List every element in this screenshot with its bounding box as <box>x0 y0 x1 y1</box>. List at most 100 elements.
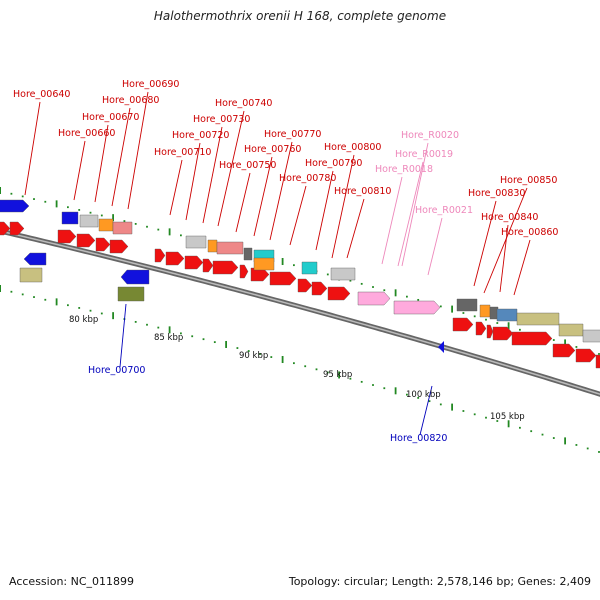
lower-track-minor-tick <box>304 365 307 368</box>
forward-gene-arrow <box>327 286 351 301</box>
gene-label: Hore_00820 <box>390 433 447 444</box>
upper-track-minor-tick <box>485 318 487 321</box>
gene-label: Hore_00700 <box>88 365 145 376</box>
leader-line <box>331 154 355 259</box>
lower-track-major-tick <box>0 285 1 292</box>
leader-line <box>127 91 149 210</box>
lower-track-minor-tick <box>598 451 600 453</box>
forward-gene-arrow <box>492 326 514 341</box>
lower-track-minor-tick <box>530 430 533 433</box>
gene-label: Hore_00680 <box>102 95 159 106</box>
forward-gene-arrow <box>212 260 239 275</box>
upper-track-major-tick <box>112 214 114 222</box>
leader-line <box>119 303 127 368</box>
forward-gene-arrow <box>109 239 129 254</box>
gene-label: Hore_00790 <box>305 158 362 169</box>
upper-track-major-tick <box>394 289 397 297</box>
upper-track-minor-tick <box>417 298 420 301</box>
upper-track-minor-tick <box>496 322 499 324</box>
feature-block <box>61 211 79 225</box>
scale-label: 85 kbp <box>154 333 183 343</box>
feature-block <box>301 261 318 275</box>
upper-track-minor-tick <box>67 206 69 209</box>
forward-gene-arrow <box>575 348 597 363</box>
scale-label: 105 kbp <box>490 412 525 422</box>
forward-gene-arrow <box>297 278 313 293</box>
gene-label: Hore_00740 <box>215 98 272 109</box>
upper-track-minor-tick <box>134 222 137 225</box>
gene-label: Hore_00760 <box>244 144 301 155</box>
lower-track-minor-tick <box>372 384 374 386</box>
lower-track-minor-tick <box>428 400 431 403</box>
lower-track-minor-tick <box>575 444 578 446</box>
forward-gene-arrow <box>57 229 77 244</box>
upper-track-minor-tick <box>89 211 92 214</box>
lower-track-major-tick <box>55 298 58 306</box>
forward-gene-arrow <box>511 331 553 346</box>
lower-track-minor-tick <box>541 433 544 436</box>
leader-line <box>24 101 41 196</box>
lower-track-minor-tick <box>21 293 24 296</box>
map-title: Halothermothrix orenii H 168, complete g… <box>153 9 447 23</box>
leader-line <box>381 176 403 265</box>
gene-label: Hore_R0020 <box>401 130 459 141</box>
forward-gene-arrow <box>595 354 600 369</box>
lower-track-minor-tick <box>383 387 386 390</box>
leader-line <box>73 140 86 201</box>
gene-label: Hore_R0021 <box>415 205 473 216</box>
feature-block <box>79 214 99 228</box>
lower-track-minor-tick <box>293 362 295 365</box>
lower-track-minor-tick <box>473 413 476 416</box>
lower-track-major-tick <box>394 387 397 395</box>
upper-track-major-tick <box>451 305 453 313</box>
feature-block <box>0 199 30 213</box>
lower-tick-track <box>0 285 600 453</box>
gene-label: Hore_00780 <box>279 173 336 184</box>
upper-track-minor-tick <box>326 273 329 276</box>
scale-label: 95 kbp <box>323 370 352 380</box>
feature-block <box>479 304 491 318</box>
gene-label: Hore_00830 <box>468 188 525 199</box>
feature-block <box>558 323 584 337</box>
gene-label: Hore_00860 <box>501 227 558 238</box>
lower-track-minor-tick <box>157 326 160 329</box>
lower-track-minor-tick <box>519 426 521 429</box>
leader-line <box>169 159 183 216</box>
reverse-gene-block <box>117 286 145 302</box>
gene-label: Hore_00640 <box>13 89 70 100</box>
gene-label: Hore_00730 <box>193 114 250 125</box>
lower-track-minor-tick <box>439 403 442 406</box>
lower-track-minor-tick <box>146 323 148 326</box>
upper-track-minor-tick <box>157 228 160 231</box>
leader-line <box>253 156 273 237</box>
upper-track-minor-tick <box>575 346 578 348</box>
gene-label: Hore_00800 <box>324 142 381 153</box>
leader-line <box>202 126 223 224</box>
gene-label: Hore_00840 <box>481 212 538 223</box>
leader-line <box>217 110 245 227</box>
lower-track-minor-tick <box>462 410 465 412</box>
forward-gene-arrow <box>165 251 185 266</box>
lower-track-minor-tick <box>202 338 205 341</box>
lower-track-minor-tick <box>191 335 194 338</box>
upper-track-minor-tick <box>146 225 148 228</box>
upper-track-minor-tick <box>360 282 363 285</box>
upper-track-major-tick <box>507 322 510 330</box>
upper-track-minor-tick <box>349 279 352 282</box>
gene-label: Hore_00750 <box>219 160 276 171</box>
feature-block <box>582 329 600 343</box>
genome-backbone <box>0 228 600 397</box>
scale-label: 100 kbp <box>406 390 441 400</box>
forward-gene-arrow <box>552 343 576 358</box>
rna-arrow <box>357 291 391 306</box>
upper-track-minor-tick <box>180 234 182 237</box>
reverse-gene-arrow <box>120 269 150 285</box>
gene-label: Hore_R0018 <box>375 164 433 175</box>
feature-block <box>112 221 133 235</box>
upper-track-minor-tick <box>383 289 386 292</box>
reverse-gene-arrow <box>23 252 47 266</box>
leader-line <box>483 187 528 294</box>
upper-track-minor-tick <box>293 264 295 267</box>
lower-track-minor-tick <box>67 304 69 307</box>
